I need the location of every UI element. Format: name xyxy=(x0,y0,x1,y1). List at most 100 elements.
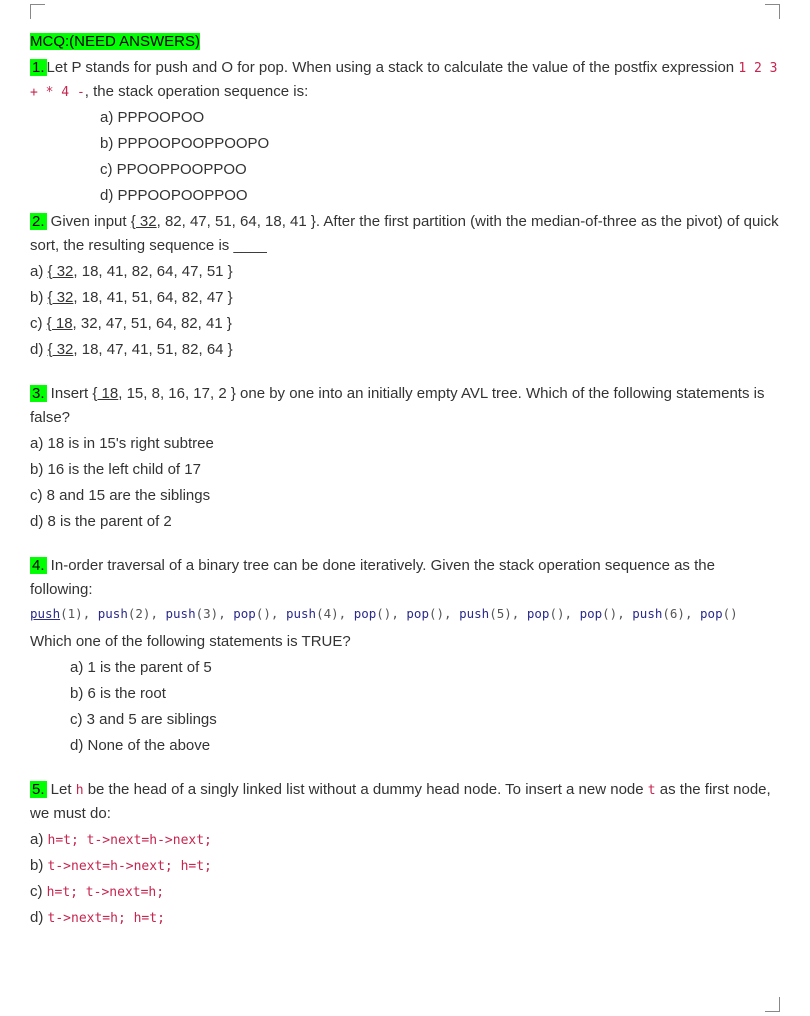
q2-opt-d-post: , 18, 47, 41, 51, 82, 64 } xyxy=(73,341,232,358)
stack-op-pop: pop xyxy=(580,606,603,621)
q2-opt-d-link[interactable]: { 32 xyxy=(48,341,74,358)
q4-number: 4. xyxy=(30,557,47,574)
stack-op-push: push xyxy=(166,606,196,621)
q1-text-a: Let P stands for push and O for pop. Whe… xyxy=(47,59,739,76)
q4-text-a: In-order traversal of a binary tree can … xyxy=(30,557,715,598)
stack-op-pop: pop xyxy=(406,606,429,621)
q3-opt-c: c) 8 and 15 are the siblings xyxy=(30,484,780,508)
stack-op-push: push xyxy=(632,606,662,621)
paren: () xyxy=(723,606,738,621)
q2-opt-a-link[interactable]: { 32 xyxy=(48,263,74,280)
comma: , xyxy=(83,606,98,621)
q1-options: a) PPPOOPOO b) PPPOOPOOPPOOPO c) PPOOPPO… xyxy=(30,106,780,208)
q3-opt-b: b) 16 is the left child of 17 xyxy=(30,458,780,482)
q4-options: a) 1 is the parent of 5 b) 6 is the root… xyxy=(30,656,780,758)
q5-opt-d: d) t->next=h; h=t; xyxy=(30,906,780,930)
stack-op-push: push xyxy=(98,606,128,621)
q5-opt-d-code: t->next=h; h=t; xyxy=(48,911,165,926)
q2-opt-b-link[interactable]: { 32 xyxy=(48,289,74,306)
stack-op-push: push xyxy=(286,606,316,621)
q5-code-h: h xyxy=(76,783,84,798)
q2-opt-b-pre: b) xyxy=(30,289,48,306)
paren: () xyxy=(256,606,271,621)
stack-op-pop: pop xyxy=(700,606,723,621)
mcq-header-text: MCQ:(NEED ANSWERS) xyxy=(30,33,200,50)
q5-opt-b-code: t->next=h->next; h=t; xyxy=(48,859,212,874)
q2-opt-a: a) { 32, 18, 41, 82, 64, 47, 51 } xyxy=(30,260,780,284)
q5-opt-b: b) t->next=h->next; h=t; xyxy=(30,854,780,878)
q3-number: 3. xyxy=(30,385,47,402)
q4-subquestion: Which one of the following statements is… xyxy=(30,630,780,654)
stack-op-push: push xyxy=(459,606,489,621)
q2-opt-a-post: , 18, 41, 82, 64, 47, 51 } xyxy=(73,263,232,280)
comma: , xyxy=(150,606,165,621)
q5-opt-b-pre: b) xyxy=(30,857,48,874)
q1-opt-b: b) PPPOOPOOPPOOPO xyxy=(100,132,780,156)
q4-stem: 4. In-order traversal of a binary tree c… xyxy=(30,554,780,602)
q3-opt-a: a) 18 is in 15's right subtree xyxy=(30,432,780,456)
q5-opt-a-code: h=t; t->next=h->next; xyxy=(48,833,212,848)
q2-opt-b-post: , 18, 41, 51, 64, 82, 47 } xyxy=(73,289,232,306)
paren: (4) xyxy=(316,606,339,621)
comma: , xyxy=(512,606,527,621)
q2-opt-a-pre: a) xyxy=(30,263,48,280)
q5-code-t: t xyxy=(648,783,656,798)
q2-link[interactable]: { 32 xyxy=(131,213,157,230)
q1-stem: 1.Let P stands for push and O for pop. W… xyxy=(30,56,780,104)
q3-options: a) 18 is in 15's right subtree b) 16 is … xyxy=(30,432,780,534)
stack-op-pop: pop xyxy=(233,606,256,621)
q5-text-a: Let xyxy=(47,781,76,798)
stack-op-pop: pop xyxy=(354,606,377,621)
q4-opt-b: b) 6 is the root xyxy=(70,682,780,706)
comma: , xyxy=(685,606,700,621)
q2-stem: 2. Given input { 32, 82, 47, 51, 64, 18,… xyxy=(30,210,780,258)
q2-text-a: Given input xyxy=(47,213,131,230)
q1-opt-d: d) PPPOOPOOPPOO xyxy=(100,184,780,208)
paren: (3) xyxy=(196,606,219,621)
q2-opt-c-post: , 32, 47, 51, 64, 82, 41 } xyxy=(73,315,232,332)
q5-opt-c-pre: c) xyxy=(30,883,47,900)
q1-number: 1. xyxy=(30,59,47,76)
paren: (6) xyxy=(662,606,685,621)
q5-number: 5. xyxy=(30,781,47,798)
comma: , xyxy=(271,606,286,621)
comma: , xyxy=(391,606,406,621)
q2-options: a) { 32, 18, 41, 82, 64, 47, 51 } b) { 3… xyxy=(30,260,780,362)
q5-text-b: be the head of a singly linked list with… xyxy=(84,781,648,798)
comma: , xyxy=(565,606,580,621)
q2-opt-d: d) { 32, 18, 47, 41, 51, 82, 64 } xyxy=(30,338,780,362)
q3-link[interactable]: { 18 xyxy=(92,385,118,402)
q4-opt-d: d) None of the above xyxy=(70,734,780,758)
q5-opt-a: a) h=t; t->next=h->next; xyxy=(30,828,780,852)
q2-number: 2. xyxy=(30,213,47,230)
q3-text-a: Insert xyxy=(47,385,93,402)
paren: (1) xyxy=(60,606,83,621)
q5-opt-c-code: h=t; t->next=h; xyxy=(47,885,164,900)
q4-opt-c: c) 3 and 5 are siblings xyxy=(70,708,780,732)
q5-opt-c: c) h=t; t->next=h; xyxy=(30,880,780,904)
q4-opt-a: a) 1 is the parent of 5 xyxy=(70,656,780,680)
comma: , xyxy=(218,606,233,621)
mcq-header: MCQ:(NEED ANSWERS) xyxy=(30,30,780,54)
q2-opt-d-pre: d) xyxy=(30,341,48,358)
q1-text-b: , the stack operation sequence is: xyxy=(85,83,308,100)
stack-op-push: push xyxy=(30,606,60,621)
q4-ops-line: push(1), push(2), push(3), pop(), push(4… xyxy=(30,604,780,624)
paren: () xyxy=(549,606,564,621)
q2-opt-c-link[interactable]: { 18 xyxy=(47,315,73,332)
paren: () xyxy=(602,606,617,621)
paren: (2) xyxy=(128,606,151,621)
q3-text-b: , 15, 8, 16, 17, 2 } one by one into an … xyxy=(30,385,764,426)
q5-options: a) h=t; t->next=h->next; b) t->next=h->n… xyxy=(30,828,780,930)
paren: () xyxy=(376,606,391,621)
q1-opt-a: a) PPPOOPOO xyxy=(100,106,780,130)
paren: (5) xyxy=(489,606,512,621)
comma: , xyxy=(617,606,632,621)
q2-opt-c: c) { 18, 32, 47, 51, 64, 82, 41 } xyxy=(30,312,780,336)
q1-opt-c: c) PPOOPPOOPPOO xyxy=(100,158,780,182)
q5-opt-a-pre: a) xyxy=(30,831,48,848)
q2-opt-c-pre: c) xyxy=(30,315,47,332)
stack-op-pop: pop xyxy=(527,606,550,621)
comma: , xyxy=(339,606,354,621)
q5-opt-d-pre: d) xyxy=(30,909,48,926)
